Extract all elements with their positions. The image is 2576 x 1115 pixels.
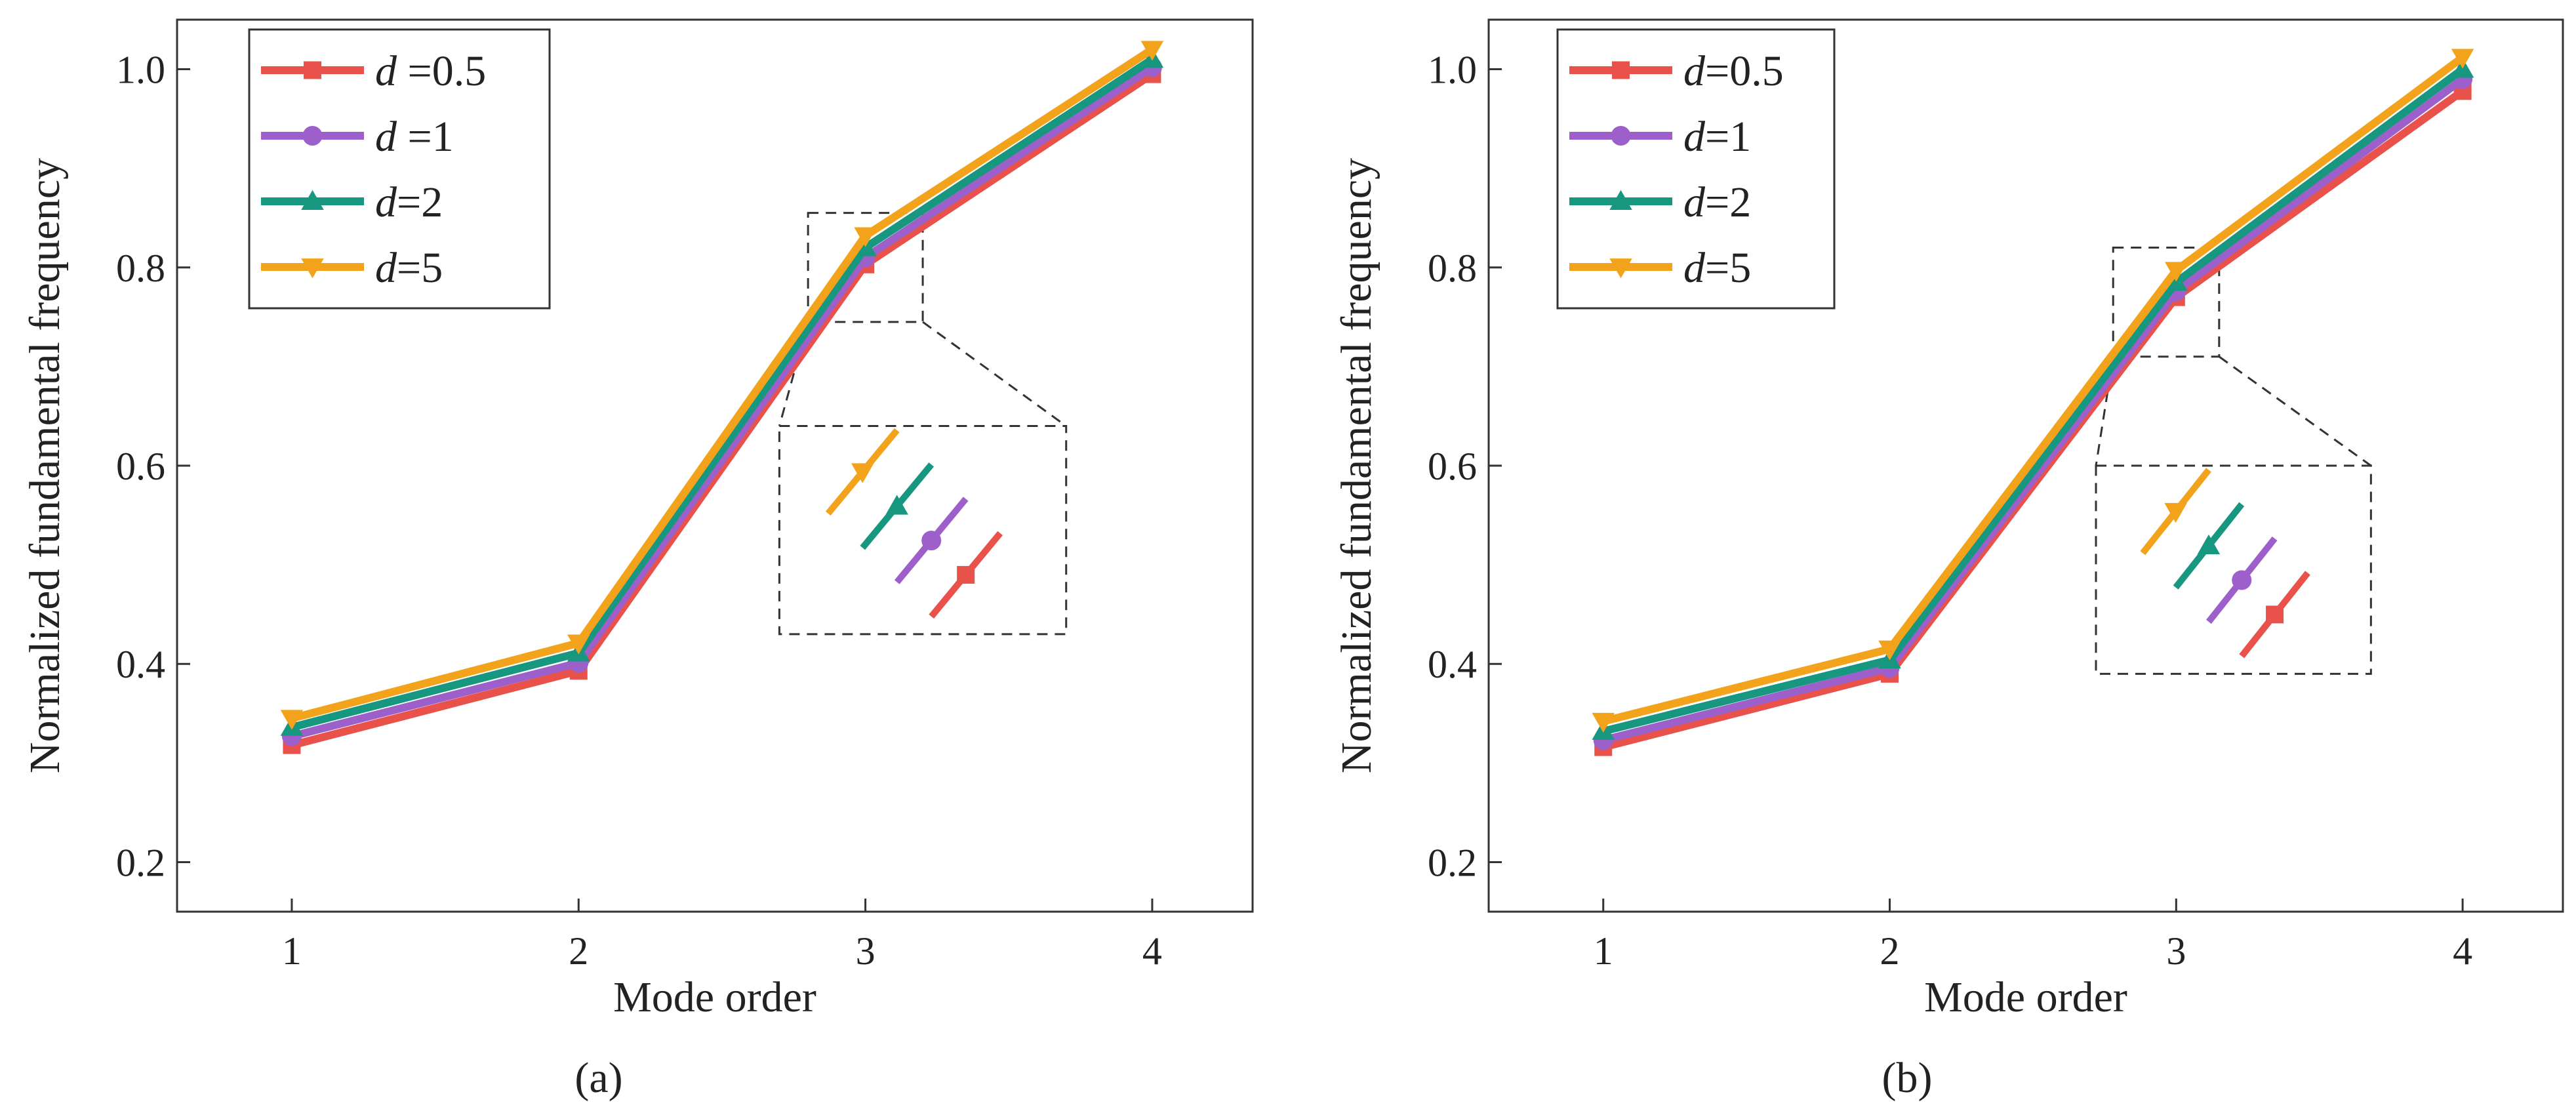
legend-entry-label: d=2 [1683, 178, 1751, 226]
legend-entry-label: d=0.5 [1683, 47, 1784, 95]
inset-marker [2164, 502, 2187, 523]
y-tick-label: 0.6 [1428, 445, 1477, 488]
inset-marker [957, 565, 975, 584]
legend-swatch-marker [304, 61, 321, 79]
legend-swatch-marker [302, 126, 323, 146]
legend-entry-label: d=2 [375, 178, 443, 226]
zoom-connector-right [2218, 355, 2372, 467]
legend-entry-label: d=5 [375, 244, 443, 292]
legend-swatch-marker [1611, 126, 1631, 146]
legend-entry-label: d =1 [375, 113, 454, 161]
y-tick-label: 0.6 [116, 445, 165, 488]
y-axis-label: Normalized fundamental frequency [1333, 158, 1380, 773]
legend-swatch-marker [1612, 61, 1630, 79]
y-tick-label: 0.4 [116, 643, 165, 686]
data-point-marker [1592, 712, 1615, 733]
y-tick-label: 0.2 [116, 841, 165, 884]
y-tick-label: 1.0 [1428, 49, 1477, 92]
legend-entry-label: d=1 [1683, 113, 1751, 161]
legend-swatch-marker [301, 258, 324, 279]
series-line [1602, 54, 2465, 725]
x-tick-label: 4 [2453, 929, 2472, 973]
legend-entry-label: d =0.5 [375, 47, 486, 95]
inset-marker [2197, 534, 2221, 555]
inset-marker [851, 463, 874, 483]
data-point-marker [567, 634, 590, 655]
y-tick-label: 1.0 [116, 49, 165, 92]
chart-panel-a: 0.2 0.4 0.6 0.8 1.0 1 2 3 4 Mode order Normalized … [21, 18, 1254, 1102]
inset-marker [2266, 605, 2284, 624]
y-axis-label: Normalized fundamental frequency [21, 158, 69, 773]
series-line [291, 56, 1155, 731]
legend-swatch-marker [1609, 190, 1632, 210]
panel-label: (b) [1882, 1054, 1933, 1102]
x-axis-label: Mode order [1924, 973, 2127, 1021]
y-tick-label: 0.2 [1428, 841, 1477, 884]
legend-box [1556, 28, 1836, 310]
inset-marker [921, 531, 942, 551]
zoom-inset-box [2095, 464, 2372, 675]
zoom-inset-box [778, 425, 1068, 636]
zoom-connector-right [922, 321, 1067, 427]
legend-entry-label: d=5 [1683, 244, 1751, 292]
zoom-source-box [2112, 247, 2221, 358]
inset-marker [885, 495, 908, 515]
x-tick-label: 4 [1142, 929, 1162, 973]
x-tick-label: 3 [856, 929, 875, 973]
legend-swatch-marker [301, 190, 324, 210]
y-tick-label: 0.4 [1428, 643, 1477, 686]
legend-swatch-marker [1609, 258, 1632, 279]
data-point-marker [280, 710, 304, 730]
x-tick-label: 1 [1594, 929, 1613, 973]
chart-panel-b: 0.2 0.4 0.6 0.8 1.0 1 2 3 4 Mode order Normalized … [1333, 18, 2564, 1102]
data-point-marker [2165, 262, 2188, 282]
x-axis-label: Mode order [613, 973, 816, 1021]
data-point-marker [1878, 640, 1901, 660]
series-line [291, 46, 1155, 723]
y-tick-label: 0.8 [116, 247, 165, 290]
inset-marker [2232, 570, 2252, 590]
data-point-marker [2451, 49, 2474, 69]
data-point-marker [1140, 41, 1164, 61]
series-line [291, 64, 1155, 740]
zoom-source-box [807, 212, 924, 323]
x-tick-label: 1 [282, 929, 302, 973]
legend-box [248, 28, 551, 310]
y-tick-label: 0.8 [1428, 247, 1477, 290]
series-line [291, 71, 1155, 749]
panel-label: (a) [574, 1054, 622, 1102]
x-tick-label: 2 [569, 929, 588, 973]
x-tick-label: 2 [1880, 929, 1900, 973]
series-line [1602, 66, 2465, 735]
data-point-marker [854, 227, 877, 247]
series-line [1602, 75, 2465, 744]
x-tick-label: 3 [2166, 929, 2186, 973]
